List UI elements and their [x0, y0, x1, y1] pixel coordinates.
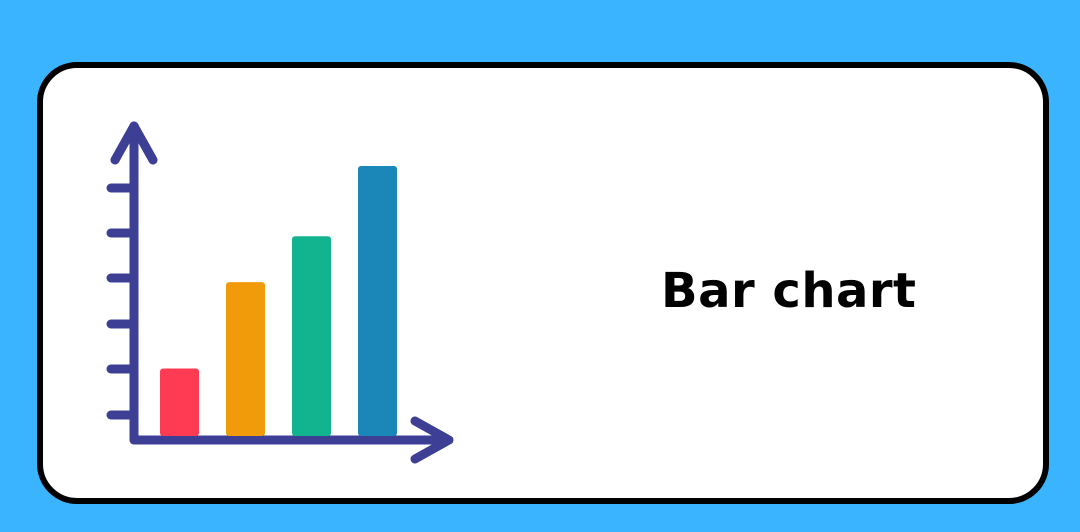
bar-chart-icon-bar — [358, 166, 397, 436]
title-card: Bar chart — [37, 62, 1049, 504]
bar-chart-icon — [43, 68, 503, 498]
bar-chart-icon-bar — [292, 236, 331, 436]
bar-chart-icon-bars — [160, 166, 397, 436]
bar-chart-icon-bar — [160, 369, 199, 437]
card-title: Bar chart — [661, 261, 917, 321]
bar-chart-icon-bar — [226, 282, 265, 436]
